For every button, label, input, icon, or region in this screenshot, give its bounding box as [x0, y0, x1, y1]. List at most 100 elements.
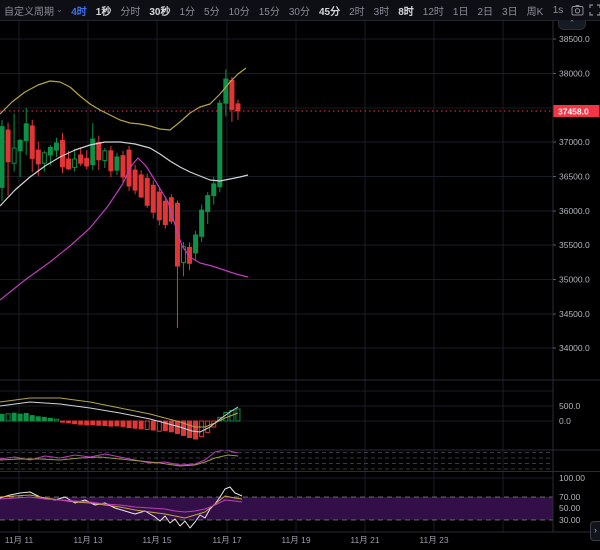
candle — [223, 78, 229, 104]
top-toolbar: 自定义周期 ⌄ 4时 1秒 分时 30秒 1分 5分 10分 15分 30分 45分 2时 3时 8时 1… — [0, 0, 600, 21]
timeframe-10分[interactable]: 10分 — [228, 6, 250, 18]
volume-bar — [72, 420, 78, 425]
candle — [23, 123, 29, 141]
candle — [72, 158, 78, 168]
time-tick-label: 11月 15 — [142, 535, 171, 545]
grid — [0, 20, 553, 532]
timeframe-45分[interactable]: 45分 — [318, 6, 341, 18]
bollinger-middle — [0, 141, 249, 207]
candle — [217, 102, 223, 188]
toolbar-collapse-tab[interactable]: ⌃ — [558, 20, 586, 30]
candle — [11, 147, 17, 164]
price-tick-label: 36500.0 — [559, 172, 590, 182]
timeframe-1日[interactable]: 1日 — [452, 6, 469, 18]
candle — [211, 183, 217, 197]
fullscreen-button[interactable] — [586, 0, 600, 20]
price-axis[interactable]: 38500.0 38000.0 37000.0 36500.0 36000.0 35500… — [553, 34, 590, 525]
fullscreen-icon — [589, 4, 600, 16]
price-tick-label: 34500.0 — [559, 309, 590, 319]
volume-bar — [84, 420, 90, 426]
rsi-tick-label: 70.00 — [559, 492, 581, 502]
timeframe-1分[interactable]: 1分 — [179, 6, 196, 18]
volume-bar — [90, 420, 96, 426]
timeframe-分时[interactable]: 分时 — [120, 6, 141, 18]
candle — [181, 246, 186, 264]
candle — [168, 197, 174, 222]
candle — [150, 184, 156, 213]
chart-canvas[interactable]: 38500.0 38000.0 37000.0 36500.0 36000.0 35500… — [0, 20, 600, 550]
price-tick-label: 35500.0 — [559, 240, 590, 250]
volume-bar — [23, 413, 29, 422]
volume-bar — [126, 420, 132, 429]
candle — [156, 191, 162, 221]
volume-bar — [17, 413, 23, 422]
timeframe-2时[interactable]: 2时 — [349, 6, 365, 18]
candle — [174, 202, 180, 267]
timeframe-2日[interactable]: 2日 — [477, 6, 494, 18]
time-tick-label: 11月 21 — [350, 535, 379, 545]
volume-bar — [41, 416, 47, 422]
volume-bar — [156, 420, 162, 432]
candle — [199, 209, 205, 237]
timeframe-4时[interactable]: 4时 — [71, 6, 87, 18]
candle — [138, 174, 144, 198]
rsi-tick-label: 50.00 — [559, 503, 581, 513]
timeframe-15分[interactable]: 15分 — [258, 6, 280, 18]
camera-snapshot-button[interactable] — [568, 0, 586, 20]
volume-bar — [53, 418, 59, 422]
volume-bar — [60, 420, 65, 423]
timeframe-30秒[interactable]: 30秒 — [149, 6, 171, 18]
interval-1s-button[interactable]: 1s — [552, 4, 564, 16]
timeframe-5分[interactable]: 5分 — [204, 6, 220, 18]
time-tick-label: 11月 13 — [73, 535, 102, 545]
price-tick-label: 36000.0 — [559, 206, 590, 216]
candle — [35, 149, 41, 165]
osc-line-a — [0, 449, 239, 466]
candle — [60, 139, 65, 168]
time-tick-label: 11月 23 — [419, 535, 448, 545]
time-tick-label: 11月 17 — [212, 535, 241, 545]
timeframe-12时[interactable]: 12时 — [422, 6, 444, 18]
volume-bar — [47, 417, 53, 422]
volume-bar — [78, 420, 84, 425]
timeframe-3日[interactable]: 3日 — [502, 6, 518, 18]
custom-period-label: 自定义周期 — [4, 6, 54, 18]
candle — [193, 234, 199, 254]
panel-expand-tab[interactable]: › — [590, 521, 600, 541]
candle — [17, 139, 23, 152]
price-tick-label: 34000.0 — [559, 343, 590, 353]
candle — [235, 103, 241, 112]
candle — [108, 150, 114, 172]
volume-tick-label: 500.0 — [559, 401, 581, 411]
volume-bar — [96, 420, 102, 426]
time-axis[interactable]: 11月 11 11月 13 11月 15 11月 17 11月 19 11月 21 11月 … — [5, 535, 449, 545]
oscillator-levels — [0, 452, 553, 470]
price-tick-label: 38500.0 — [559, 34, 590, 44]
volume-bar — [114, 420, 120, 427]
volume-bar — [162, 420, 168, 432]
timeframe-周K[interactable]: 周K — [526, 6, 544, 18]
candle — [205, 195, 211, 213]
candle — [144, 177, 150, 206]
candle — [0, 126, 5, 188]
volume-bar — [29, 415, 35, 422]
candle — [132, 169, 138, 191]
volume-bar — [120, 420, 126, 427]
timeframe-8时[interactable]: 8时 — [398, 6, 414, 18]
volume-tick-label: 0.0 — [559, 416, 571, 426]
timeframe-1秒[interactable]: 1秒 — [95, 6, 112, 18]
volume-bar — [5, 413, 11, 422]
timeframe-30分[interactable]: 30分 — [288, 6, 310, 18]
volume-bar — [108, 420, 114, 427]
timeframe-3时[interactable]: 3时 — [373, 6, 390, 18]
custom-period-dropdown[interactable]: 自定义周期 ⌄ — [0, 3, 67, 18]
chevron-up-icon: ⌃ — [569, 20, 575, 27]
candle — [102, 150, 108, 161]
candle — [5, 129, 11, 163]
candle — [90, 138, 96, 166]
candle — [114, 156, 120, 171]
rsi-tick-label: 30.00 — [559, 515, 581, 525]
volume-bar — [235, 408, 241, 422]
osc-line-b — [0, 454, 239, 467]
volume-bar — [35, 416, 41, 422]
